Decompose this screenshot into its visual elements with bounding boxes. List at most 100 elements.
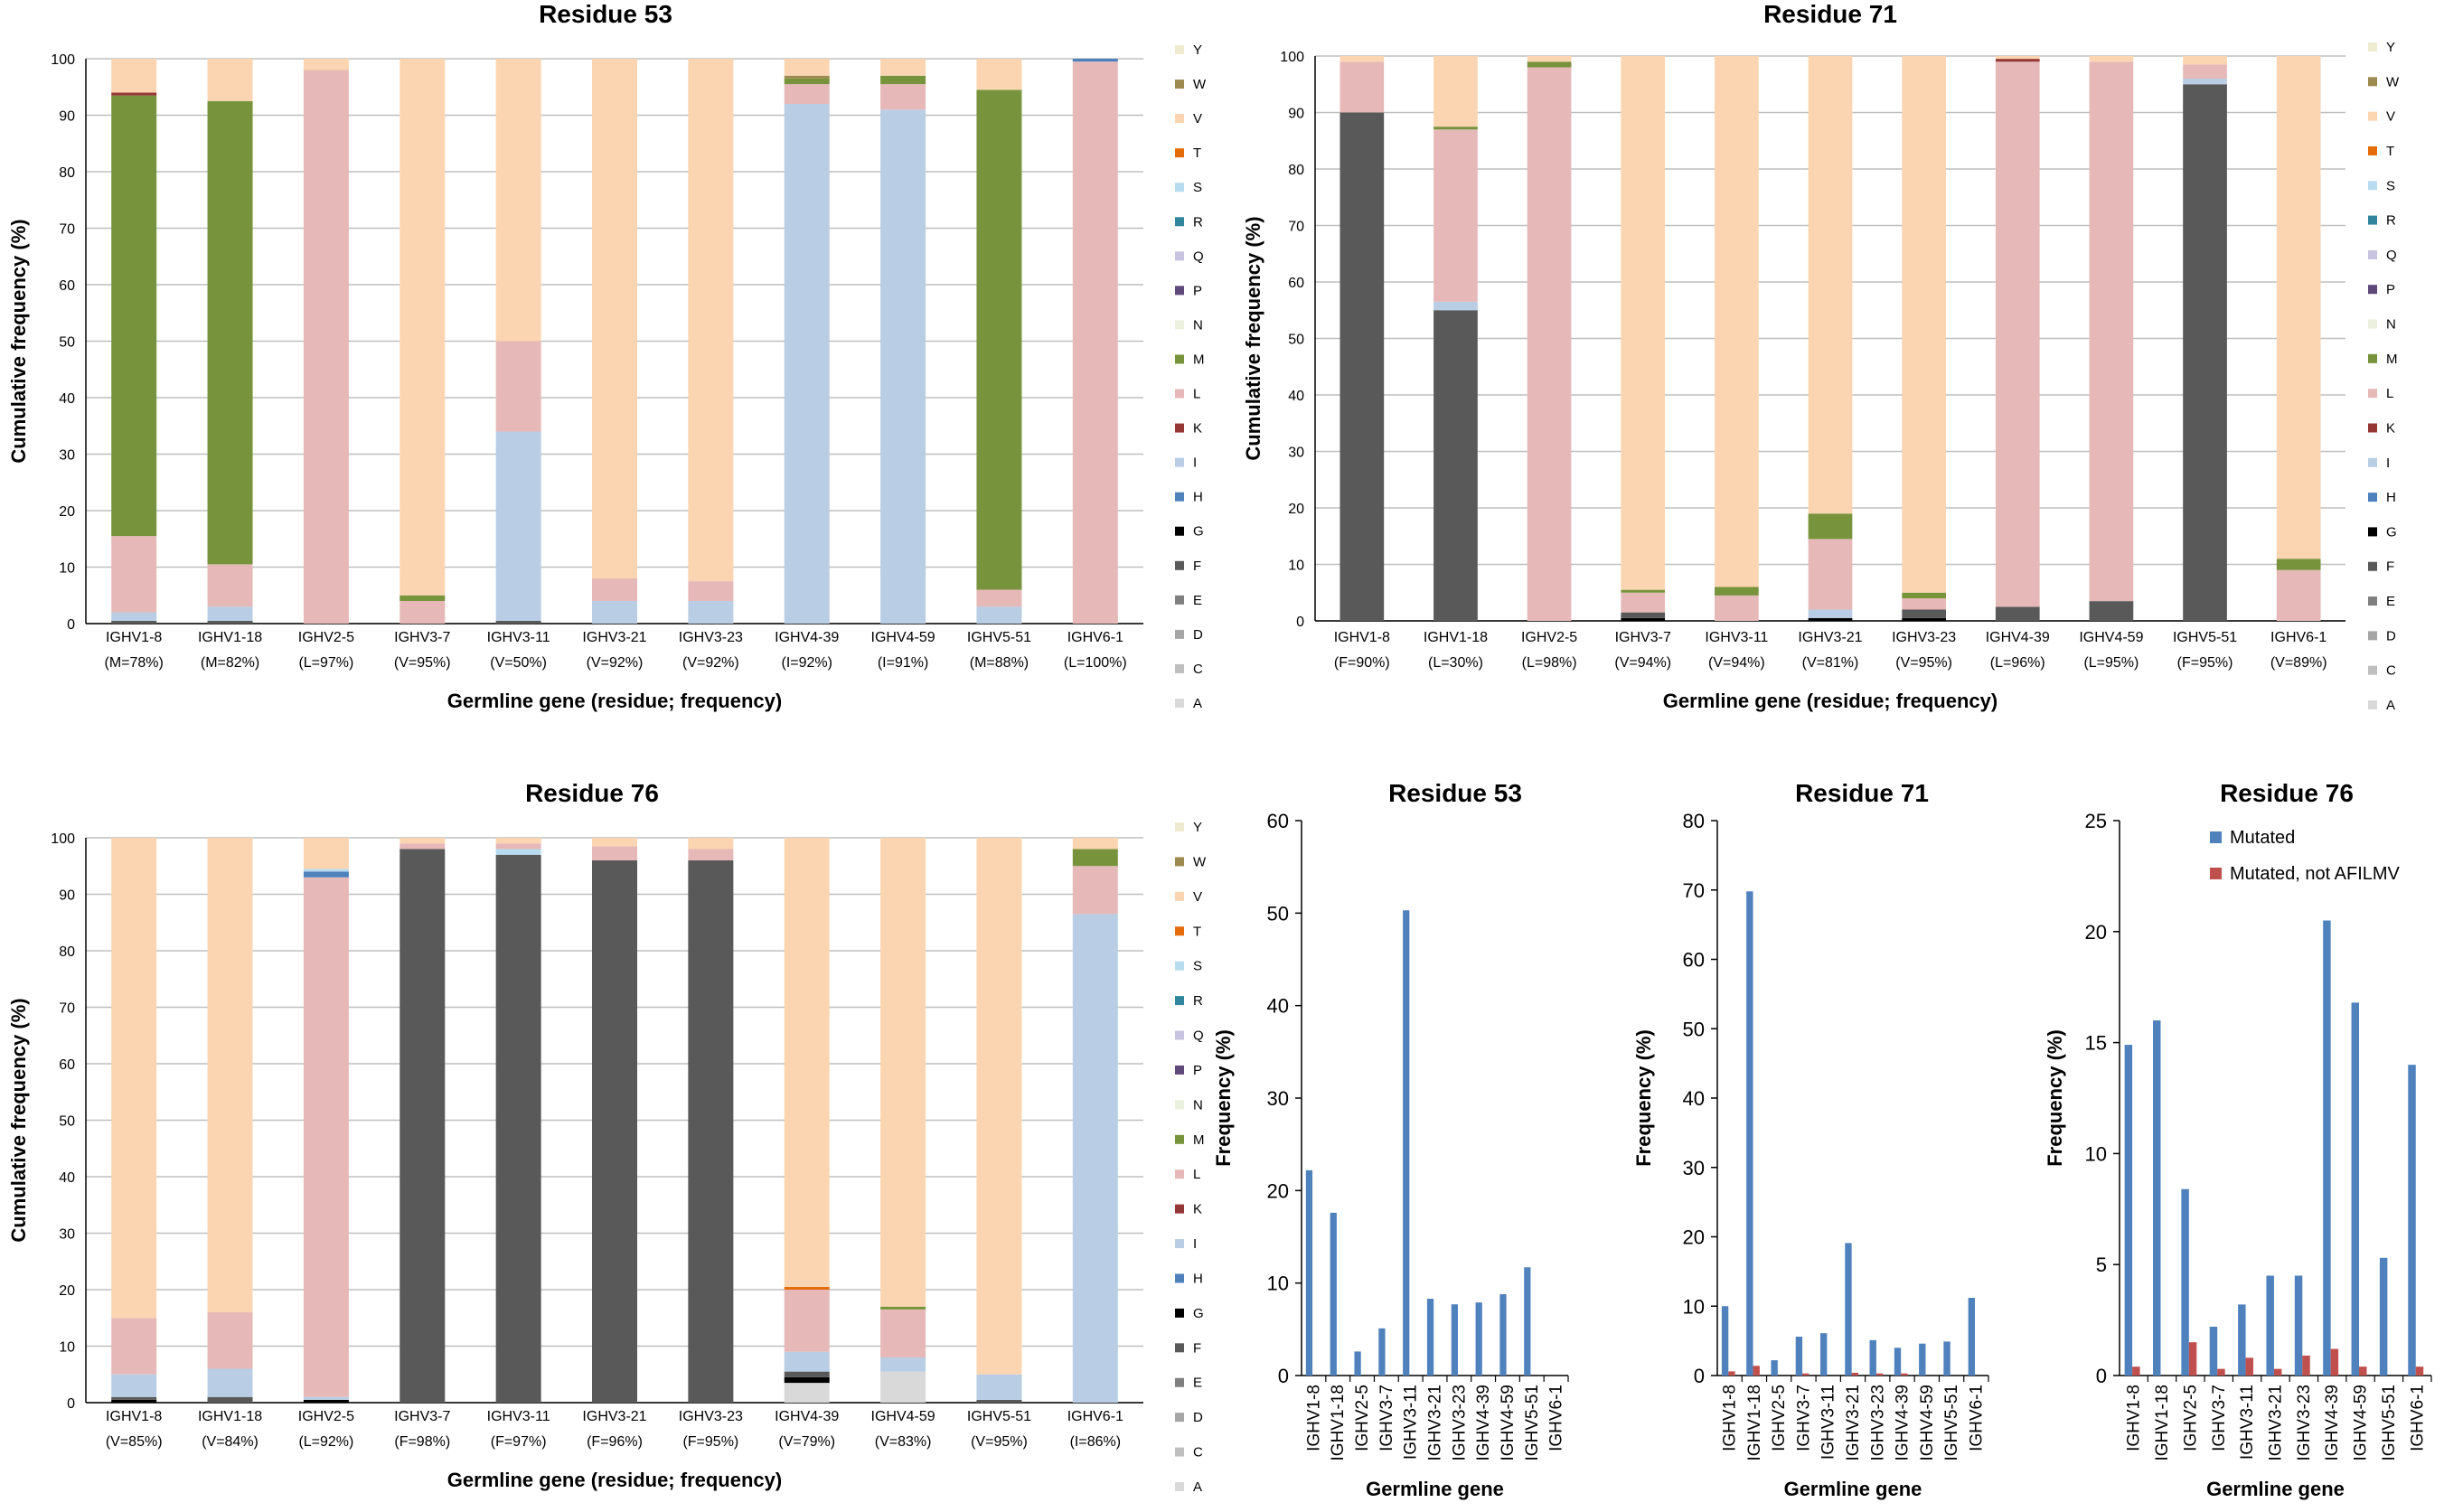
x-category-sublabel: (V=95%) bbox=[971, 1434, 1028, 1450]
x-category-label: IGHV3-21 bbox=[1844, 1385, 1863, 1460]
bar-segment-I bbox=[2183, 79, 2227, 85]
legend-swatch-T bbox=[2368, 146, 2377, 155]
bar-mutated bbox=[1869, 1339, 1876, 1376]
bar-mutated bbox=[1820, 1333, 1828, 1376]
bar-segment-I bbox=[784, 1351, 830, 1372]
bar-segment-H bbox=[303, 871, 349, 878]
y-tick-label: 70 bbox=[1683, 879, 1705, 902]
x-category-label: IGHV3-23 bbox=[1892, 630, 1956, 645]
legend-swatch-T bbox=[1175, 926, 1184, 936]
y-tick-label: 50 bbox=[1288, 333, 1304, 348]
x-category-label: IGHV6-1 bbox=[1067, 1409, 1123, 1424]
bar-segment-V bbox=[207, 838, 253, 1312]
y-tick-label: 40 bbox=[59, 391, 75, 407]
legend-swatch-P bbox=[1175, 1065, 1184, 1075]
x-category-label: IGHV5-51 bbox=[2380, 1385, 2399, 1460]
legend-swatch-R bbox=[2368, 215, 2377, 225]
legend-swatch-H bbox=[1175, 1273, 1184, 1283]
y-tick-label: 70 bbox=[1288, 220, 1304, 235]
y-tick-label: 50 bbox=[59, 1114, 75, 1130]
bar-segment-A bbox=[784, 1383, 830, 1403]
bar-segment-V bbox=[880, 59, 926, 76]
legend-label-N: N bbox=[1193, 317, 1203, 333]
panel-title: Residue 53 bbox=[539, 0, 672, 28]
x-category-label: IGHV3-21 bbox=[2267, 1385, 2286, 1460]
legend-swatch-S bbox=[1175, 961, 1184, 971]
bar-segment-I bbox=[976, 606, 1022, 624]
y-tick-label: 40 bbox=[1267, 995, 1289, 1018]
legend-swatch-S bbox=[2368, 181, 2377, 191]
x-category-label: IGHV3-21 bbox=[582, 1409, 646, 1424]
y-tick-label: 10 bbox=[1288, 559, 1304, 574]
x-category-label: IGHV1-18 bbox=[1745, 1385, 1764, 1460]
legend-swatch-W bbox=[1175, 80, 1184, 89]
legend-label-Y: Y bbox=[2386, 40, 2395, 55]
bar-mutated bbox=[2323, 920, 2331, 1376]
bar-segment-S bbox=[495, 849, 541, 855]
y-tick-label: 10 bbox=[2085, 1142, 2107, 1165]
bar-segment-L bbox=[1527, 67, 1572, 621]
x-category-sublabel: (V=50%) bbox=[490, 655, 547, 671]
x-axis-label: Germline gene (residue; frequency) bbox=[447, 1469, 782, 1491]
bar-segment-F bbox=[2183, 84, 2227, 621]
bar-segment-L bbox=[400, 843, 446, 850]
bar-segment-V bbox=[495, 838, 541, 844]
legend-swatch-I bbox=[1175, 457, 1184, 467]
x-category-label: IGHV2-5 bbox=[1521, 630, 1577, 645]
bar-segment-F bbox=[1995, 606, 2040, 621]
x-category-sublabel: (I=86%) bbox=[1070, 1434, 1121, 1450]
legend-swatch-S bbox=[1175, 183, 1184, 193]
legend-label-H: H bbox=[2386, 490, 2396, 505]
x-category-sublabel: (F=98%) bbox=[394, 1434, 450, 1450]
x-category-label: IGHV1-18 bbox=[1424, 630, 1488, 645]
y-axis-label: Frequency (%) bbox=[1212, 1029, 1235, 1167]
legend-label-T: T bbox=[2386, 144, 2394, 159]
x-category-label: IGHV6-1 bbox=[1967, 1385, 1986, 1451]
legend-swatch-P bbox=[1175, 286, 1184, 296]
x-category-sublabel: (V=95%) bbox=[1895, 655, 1952, 671]
legend-swatch-Q bbox=[1175, 251, 1184, 261]
stacked-panel-3: Residue 76 0 10 20 30 40 50 60 70 80 90 100 Cumulati… bbox=[7, 779, 1207, 1495]
bar-segment-F bbox=[495, 854, 541, 1403]
legend-swatch-A bbox=[1175, 1482, 1184, 1491]
bar-segment-F bbox=[400, 849, 446, 1403]
x-category-label: IGHV2-5 bbox=[2181, 1385, 2200, 1451]
bar-segment-L bbox=[207, 564, 253, 607]
legend-swatch-N bbox=[2368, 319, 2377, 329]
legend-label-P: P bbox=[1193, 283, 1202, 298]
legend-swatch-K bbox=[1175, 423, 1184, 433]
bar-segment-G bbox=[1621, 617, 1666, 621]
bar-segment-L bbox=[1434, 129, 1478, 302]
y-tick-label: 100 bbox=[1280, 50, 1304, 65]
bar-segment-G bbox=[1902, 617, 1946, 621]
legend-swatch-Y bbox=[1175, 822, 1184, 831]
bar-segment-G bbox=[1808, 617, 1853, 621]
bar-mutated-not-afilmv bbox=[1753, 1366, 1760, 1376]
panel-title: Residue 76 bbox=[525, 779, 659, 807]
legend-label-D: D bbox=[1193, 1410, 1203, 1425]
bar-mutated-not-afilmv bbox=[2273, 1368, 2282, 1376]
bar-segment-V bbox=[400, 59, 446, 596]
bar-segment-M bbox=[1527, 61, 1572, 68]
x-category-label: IGHV3-7 bbox=[1794, 1385, 1813, 1451]
bar-segment-L bbox=[495, 341, 541, 432]
bar-segment-F bbox=[688, 860, 734, 1403]
y-tick-label: 10 bbox=[59, 561, 75, 577]
legend-label-M: M bbox=[2386, 352, 2398, 367]
x-category-label: IGHV3-23 bbox=[679, 1409, 743, 1424]
x-category-label: IGHV4-59 bbox=[871, 630, 935, 645]
x-category-label: IGHV1-8 bbox=[1334, 630, 1390, 645]
bar-segment-K bbox=[111, 92, 157, 96]
legend-label-Q: Q bbox=[1193, 1028, 1204, 1044]
bar-segment-V bbox=[1902, 56, 1946, 593]
x-category-label: IGHV3-21 bbox=[1426, 1385, 1445, 1460]
y-tick-label: 0 bbox=[2096, 1365, 2107, 1387]
x-category-sublabel: (M=78%) bbox=[105, 655, 164, 671]
bar-segment-V bbox=[1527, 56, 1572, 62]
bar-segment-L bbox=[688, 849, 734, 860]
x-category-label: IGHV2-5 bbox=[298, 1409, 354, 1424]
legend-swatch-I bbox=[2368, 457, 2377, 467]
bar-segment-L bbox=[592, 578, 637, 601]
bar-segment-V bbox=[688, 59, 734, 582]
x-category-sublabel: (V=92%) bbox=[682, 655, 739, 671]
